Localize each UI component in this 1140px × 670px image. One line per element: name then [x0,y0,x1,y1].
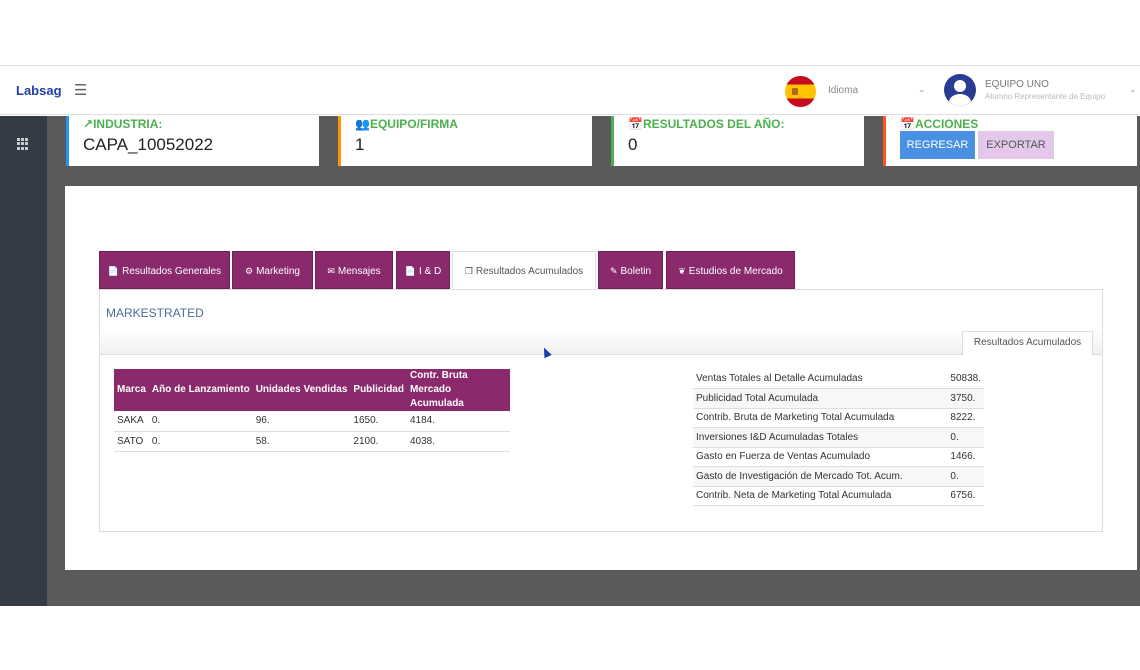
table-cell: 4184. [406,411,510,432]
summary-row: Contrib. Bruta de Marketing Total Acumul… [693,408,984,428]
summary-label: Ventas Totales al Detalle Acumuladas [693,369,948,389]
equipo-card: 👥EQUIPO/FIRMA 1 [338,116,592,166]
resultados-card: 📅RESULTADOS DEL AÑO: 0 [611,116,864,166]
summary-row: Ventas Totales al Detalle Acumuladas 5083… [693,369,984,389]
envelope-icon: ✉ [327,266,335,276]
summary-value: 6756. [947,486,984,506]
summary-label: Publicidad Total Acumulada [693,388,948,409]
sidebar [0,116,47,606]
chevron-down-icon[interactable]: ⌄ [1129,84,1137,94]
summary-value: 0. [947,427,984,448]
summary-row: Inversiones I&D Acumuladas Totales 0. [693,427,984,448]
equipo-title: 👥EQUIPO/FIRMA [355,117,458,131]
column-header: Contr. Bruta Mercado Acumulada [406,369,510,411]
brand-logo[interactable]: Labsag [16,83,62,98]
industria-title: ↗INDUSTRIA: [83,117,163,131]
summary-row: Contrib. Neta de Marketing Total Acumula… [693,486,984,506]
table-cell: 0. [148,431,253,452]
tab-estudios-de-mercado[interactable]: ❦ Estudios de Mercado [666,251,795,289]
resultados-value: 0 [628,135,638,154]
summary-label: Inversiones I&D Acumuladas Totales [693,427,948,448]
regresar-button[interactable]: REGRESAR [900,131,975,159]
file-icon: 📄 [404,266,416,276]
resultados-title: 📅RESULTADOS DEL AÑO: [628,117,785,131]
summary-label: Gasto de Investigación de Mercado Tot. A… [693,466,948,487]
summary-table: Ventas Totales al Detalle Acumuladas 5083… [693,369,984,506]
user-name[interactable]: EQUIPO UNO [985,79,1049,90]
table-cell: SATO [114,431,149,452]
summary-value: 50838. [947,369,984,389]
column-header: Publicidad [350,369,407,411]
company-title: MARKESTRATED [106,306,204,320]
tab-boletin[interactable]: ✎ Boletin [598,251,663,289]
tab-i-d[interactable]: 📄 I & D [396,251,450,289]
top-blank-area [0,0,1140,65]
pen-icon: ✎ [609,266,618,276]
tab-content: MARKESTRATED Resultados Acumulados Marca… [99,289,1103,532]
copy-icon: ❐ [464,266,473,276]
bottom-blank-area [0,606,1140,670]
calendar-icon: 📅 [900,117,915,131]
summary-row: Gasto de Investigación de Mercado Tot. A… [693,466,984,487]
acciones-card: 📅ACCIONES REGRESAR EXPORTAR [883,116,1137,166]
summary-value: 8222. [947,408,984,428]
table-row: SATO 0. 58. 2100. 4038. [114,431,510,452]
table-cell: 58. [252,431,351,452]
results-panel: 📄 Resultados Generales ⚙ Marketing ✉ Mensaj… [65,186,1137,570]
table-cell: 0. [148,411,253,432]
table-cell: 4038. [406,431,510,452]
brand-table: Marca Año de Lanzamiento Unidades Vendid… [114,369,510,452]
industria-card: ↗INDUSTRIA: CAPA_10052022 [66,116,319,166]
tab-mensajes[interactable]: ✉ Mensajes [315,251,393,289]
users-icon: 👥 [355,117,370,131]
exportar-button[interactable]: EXPORTAR [978,131,1054,159]
summary-label: Gasto en Fuerza de Ventas Acumulado [693,447,948,467]
summary-label: Contrib. Neta de Marketing Total Acumula… [693,486,948,506]
summary-value: 3750. [947,388,984,409]
summary-row: Publicidad Total Acumulada 3750. [693,388,984,409]
summary-label: Contrib. Bruta de Marketing Total Acumul… [693,408,948,428]
equipo-value: 1 [355,135,365,154]
summary-value: 0. [947,466,984,487]
trend-up-icon: ↗ [83,117,94,131]
tab-resultados-acumulados[interactable]: ❐ Resultados Acumulados [452,251,596,290]
tab-resultados-generales[interactable]: 📄 Resultados Generales [99,251,230,289]
chevron-down-icon[interactable]: ⌄ [918,84,926,94]
table-cell: 96. [252,411,351,432]
top-navbar: Labsag ☰ Idioma ⌄ EQUIPO UNO Alumno Repr… [0,65,1140,115]
leaf-icon: ❦ [678,266,686,276]
main-area: ↗INDUSTRIA: CAPA_10052022 👥EQUIPO/FIRMA … [0,116,1140,606]
column-header: Marca [114,369,149,411]
language-select[interactable]: Idioma [828,85,859,96]
table-header-row: Marca Año de Lanzamiento Unidades Vendid… [114,369,510,411]
column-header: Año de Lanzamiento [148,369,253,411]
industria-value: CAPA_10052022 [83,135,214,154]
acciones-title: 📅ACCIONES [900,117,979,131]
table-cell: SAKA [114,411,149,432]
user-role: Alumno Representante de Equipo [985,92,1106,101]
hamburger-menu-icon[interactable]: ☰ [74,82,88,99]
user-avatar[interactable] [944,74,976,106]
file-icon: 📄 [107,266,120,276]
table-cell: 2100. [350,431,407,452]
table-cell: 1650. [350,411,407,432]
summary-value: 1466. [947,447,984,467]
summary-row: Gasto en Fuerza de Ventas Acumulado 1466. [693,447,984,467]
column-header: Unidades Vendidas [252,369,351,411]
apps-grid-icon[interactable] [17,138,29,150]
spain-flag-icon[interactable] [785,76,816,107]
cogs-icon: ⚙ [245,266,254,276]
subtab-resultados-acumulados[interactable]: Resultados Acumulados [962,331,1093,355]
subtab-bar: Resultados Acumulados [100,330,1102,355]
calendar-icon: 📅 [628,117,643,131]
tab-marketing[interactable]: ⚙ Marketing [232,251,313,289]
table-row: SAKA 0. 96. 1650. 4184. [114,411,510,432]
